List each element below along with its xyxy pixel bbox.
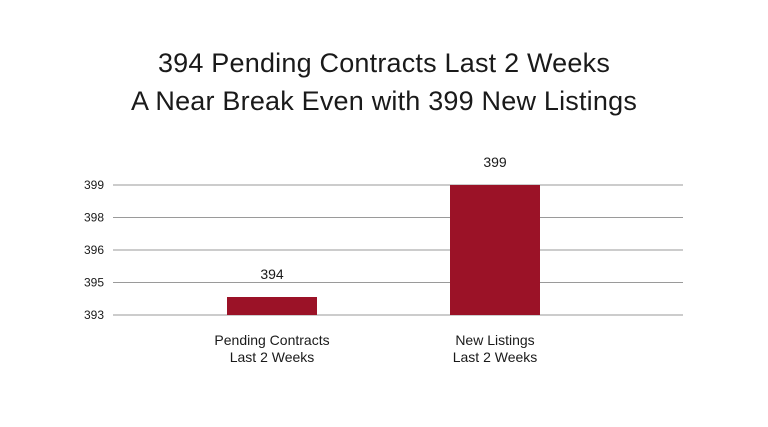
x-category-label: Last 2 Weeks xyxy=(453,349,538,365)
chart-title-line-2: A Near Break Even with 399 New Listings xyxy=(130,86,638,116)
y-tick-label: 399 xyxy=(84,178,104,192)
y-tick-label: 395 xyxy=(84,276,104,290)
y-tick-label: 396 xyxy=(84,243,104,257)
y-tick-label: 398 xyxy=(84,211,104,225)
y-tick-label: 393 xyxy=(84,308,104,322)
x-category-label: Pending Contracts xyxy=(214,332,329,348)
x-category-label: Last 2 Weeks xyxy=(230,349,315,365)
bar xyxy=(227,297,317,315)
chart-title-line-1: 394 Pending Contracts Last 2 Weeks xyxy=(157,48,611,78)
data-label: 394 xyxy=(260,266,284,282)
data-label: 399 xyxy=(483,154,507,170)
x-category-label: New Listings xyxy=(455,332,534,348)
bar xyxy=(450,185,540,315)
